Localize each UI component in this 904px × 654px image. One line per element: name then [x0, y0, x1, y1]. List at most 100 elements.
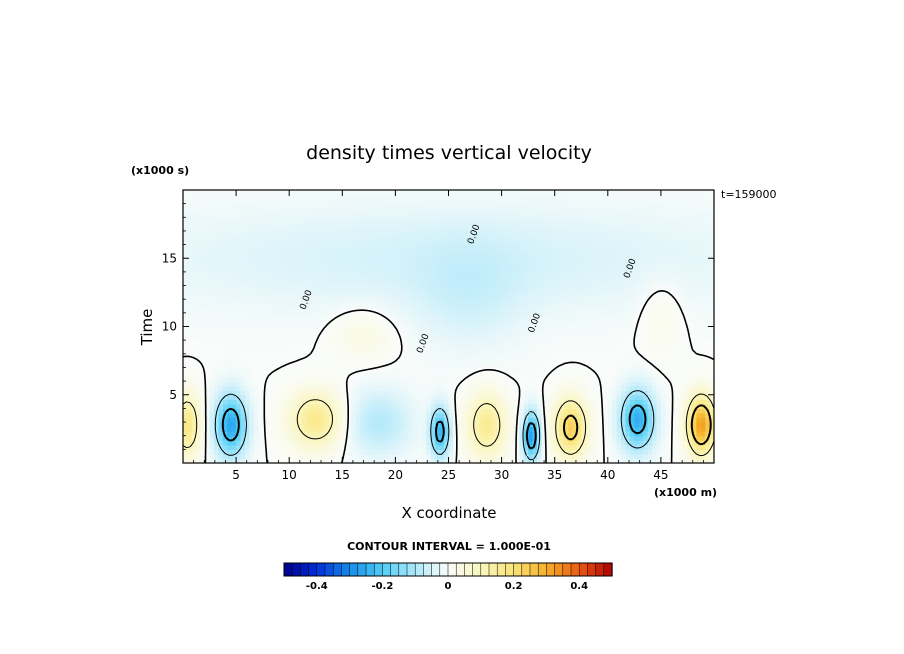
- heatmap-cell: [665, 458, 671, 463]
- heatmap-cell: [293, 353, 299, 359]
- heatmap-cell: [590, 276, 596, 282]
- heatmap-cell: [497, 331, 503, 337]
- heatmap-cell: [660, 390, 666, 396]
- heatmap-cell: [625, 353, 631, 359]
- heatmap-cell: [360, 335, 366, 341]
- heatmap-cell: [421, 271, 427, 278]
- heatmap-cell: [660, 317, 666, 323]
- heatmap-cell: [705, 449, 711, 455]
- heatmap-cell: [660, 403, 666, 409]
- heatmap-cell: [417, 344, 423, 350]
- heatmap-cell: [227, 303, 233, 309]
- heatmap-cell: [408, 294, 414, 300]
- heatmap-cell: [532, 372, 538, 378]
- heatmap-cell: [298, 449, 304, 455]
- heatmap-cell: [452, 331, 458, 337]
- heatmap-cell: [581, 431, 587, 437]
- heatmap-cell: [678, 431, 684, 437]
- heatmap-cell: [643, 358, 649, 364]
- heatmap-cell: [191, 385, 197, 391]
- heatmap-cell: [585, 312, 591, 318]
- heatmap-cell: [567, 381, 573, 387]
- heatmap-cell: [404, 303, 410, 309]
- heatmap-cell: [497, 385, 503, 391]
- heatmap-cell: [315, 431, 321, 437]
- heatmap-cell: [421, 321, 427, 328]
- heatmap-cell: [386, 321, 392, 328]
- heatmap-cell: [629, 408, 635, 414]
- heatmap-cell: [545, 321, 551, 328]
- heatmap-cell: [342, 458, 348, 463]
- heatmap-cell: [554, 335, 560, 341]
- heatmap-cell: [205, 440, 211, 446]
- heatmap-cell: [311, 290, 317, 296]
- heatmap-cell: [280, 440, 286, 446]
- heatmap-cell: [435, 349, 441, 355]
- heatmap-cell: [709, 390, 714, 396]
- heatmap-cell: [709, 367, 714, 373]
- heatmap-cell: [705, 390, 711, 396]
- heatmap-cell: [280, 403, 286, 409]
- heatmap-cell: [541, 449, 547, 455]
- heatmap-cell: [289, 358, 295, 364]
- heatmap-cell: [510, 412, 516, 419]
- heatmap-cell: [329, 276, 335, 282]
- heatmap-cell: [346, 290, 352, 296]
- heatmap-cell: [417, 408, 423, 414]
- heatmap-cell: [647, 299, 653, 305]
- heatmap-cell: [244, 381, 250, 387]
- heatmap-cell: [360, 276, 366, 282]
- heatmap-cell: [284, 271, 290, 278]
- heatmap-cell: [523, 326, 529, 332]
- heatmap-cell: [187, 340, 193, 346]
- heatmap-cell: [209, 340, 215, 346]
- heatmap-cell: [218, 331, 224, 337]
- heatmap-cell: [519, 394, 525, 400]
- heatmap-cell: [528, 308, 534, 314]
- heatmap-cell: [674, 281, 680, 287]
- heatmap-cell: [191, 431, 197, 437]
- heatmap-cell: [612, 367, 618, 373]
- heatmap-cell: [660, 290, 666, 296]
- heatmap-cell: [284, 453, 290, 460]
- heatmap-cell: [537, 294, 543, 300]
- heatmap-cell: [660, 367, 666, 373]
- heatmap-cell: [665, 353, 671, 359]
- heatmap-cell: [368, 372, 374, 378]
- heatmap-cell: [227, 299, 233, 305]
- heatmap-cell: [669, 303, 675, 309]
- heatmap-cell: [395, 317, 401, 323]
- heatmap-cell: [209, 390, 215, 396]
- heatmap-cell: [200, 458, 206, 463]
- heatmap-cell: [293, 394, 299, 400]
- heatmap-cell: [576, 453, 582, 460]
- heatmap-cell: [607, 444, 613, 450]
- heatmap-cell: [537, 412, 543, 419]
- heatmap-cell: [585, 285, 591, 291]
- heatmap-cell: [537, 362, 543, 369]
- heatmap-cell: [444, 340, 450, 346]
- heatmap-cell: [563, 362, 569, 369]
- heatmap-cell: [497, 335, 503, 341]
- heatmap-cell: [634, 399, 640, 405]
- heatmap-cell: [324, 412, 330, 419]
- heatmap-cell: [576, 303, 582, 309]
- heatmap-cell: [607, 326, 613, 332]
- heatmap-cell: [506, 285, 512, 291]
- heatmap-cell: [501, 362, 507, 369]
- heatmap-cell: [523, 440, 529, 446]
- heatmap-cell: [506, 444, 512, 450]
- heatmap-cell: [342, 367, 348, 373]
- heatmap-cell: [638, 358, 644, 364]
- heatmap-cell: [501, 312, 507, 318]
- heatmap-cell: [320, 331, 326, 337]
- heatmap-cell: [559, 285, 565, 291]
- heatmap-cell: [386, 303, 392, 309]
- heatmap-cell: [612, 358, 618, 364]
- heatmap-cell: [452, 303, 458, 309]
- heatmap-cell: [355, 458, 361, 463]
- heatmap-cell: [377, 431, 383, 437]
- heatmap-cell: [306, 362, 312, 369]
- heatmap-cell: [616, 276, 622, 282]
- heatmap-cell: [629, 276, 635, 282]
